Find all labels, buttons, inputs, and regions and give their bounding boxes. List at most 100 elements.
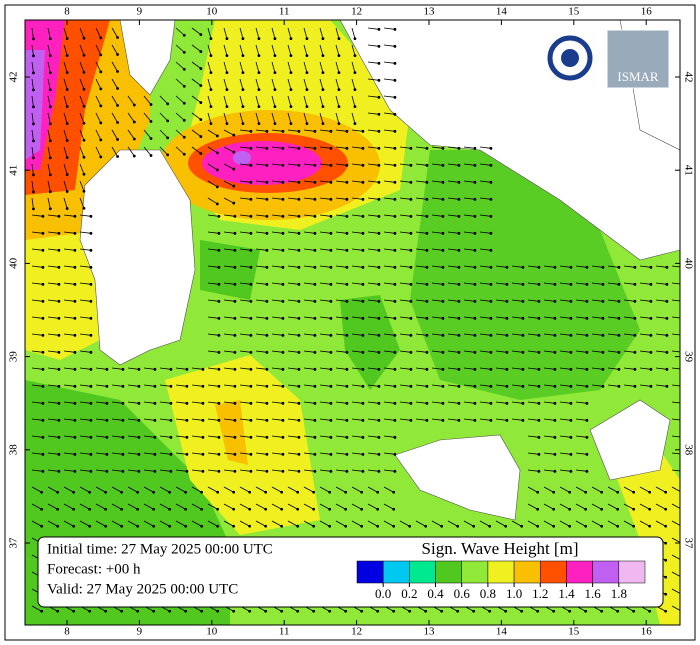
arrow-shaft [543,316,555,319]
arrow-shaft [239,401,251,404]
arrow-shaft [415,350,427,353]
arrow-shaft [223,231,235,234]
arrow-head [409,350,413,354]
arrow-shaft [383,95,395,98]
arrow-shaft [479,350,491,353]
arrow-head [149,103,153,106]
arrow-head [168,609,172,613]
arrow-head [257,54,261,57]
arrow-head [257,37,261,40]
arrow-head [182,118,186,122]
arrow-head [297,350,301,354]
arrow-head [441,163,445,167]
arrow-shaft [47,27,51,39]
arrow-head [504,524,508,528]
arrow-head [32,139,35,143]
arrow-head [201,469,205,473]
arrow-head [168,490,172,494]
arrow-head [537,418,541,422]
arrow-shaft [575,503,586,510]
arrow-head [169,469,173,473]
arrow-shaft [31,299,43,302]
arrow-shaft [143,469,155,472]
arrow-head [489,333,493,337]
arrow-shaft [399,248,411,251]
arrow-head [116,104,119,107]
arrow-head [393,469,397,473]
arrow-head [345,435,349,439]
arrow-shaft [207,231,219,234]
arrow-shaft [303,129,315,132]
arrow-head [82,172,86,176]
arrow-head [321,54,325,57]
arrow-shaft [79,112,85,124]
arrow-shaft [351,486,362,493]
arrow-shaft [479,418,491,421]
arrow-head [182,33,186,37]
arrow-head [360,507,364,511]
arrow-shaft [463,520,474,527]
arrow-head [552,507,556,511]
arrow-head [312,507,316,511]
arrow-shaft [671,554,680,560]
arrow-shaft [111,44,118,55]
arrow-shaft [271,316,283,319]
arrow-shaft [47,265,59,268]
arrow-shaft [79,469,91,472]
arrow-shaft [271,61,276,73]
arrow-head [665,316,669,320]
arrow-head [249,435,253,439]
arrow-shaft [447,180,459,183]
arrow-head [601,367,605,371]
arrow-head [232,201,236,205]
arrow-shaft [351,367,363,370]
arrow-shaft [239,163,251,166]
arrow-shaft [431,418,443,421]
arrow-shaft [95,418,107,421]
lat-label: 40 [8,257,20,269]
arrow-head [209,88,213,91]
colorbar-label: 1.6 [585,586,602,601]
arrow-head [665,333,669,337]
arrow-shaft [639,503,650,510]
arrow-shaft [655,350,667,353]
arrow-shaft [655,265,667,268]
arrow-shaft [175,486,186,493]
arrow-head [313,180,317,184]
arrow-shaft [463,214,475,217]
arrow-shaft [543,367,555,370]
arrow-head [233,282,237,286]
arrow-shaft [127,520,138,527]
arrow-head [89,418,93,422]
arrow-head [409,197,413,201]
arrow-shaft [383,520,394,527]
arrow-head [457,265,461,269]
arrow-head [553,469,557,473]
arrow-head [99,36,103,40]
arrow-head [56,507,60,511]
arrow-head [200,524,204,528]
arrow-shaft [175,520,186,527]
arrow-shaft [623,503,634,510]
arrow-head [345,214,349,218]
arrow-head [664,507,668,511]
arrow-shaft [351,248,363,251]
lon-label: 14 [496,626,508,638]
arrow-shaft [431,316,443,319]
arrow-shaft [319,316,331,319]
arrow-head [649,367,653,371]
arrow-head [377,452,381,456]
arrow-head [89,282,93,286]
arrow-shaft [639,384,651,387]
arrow-shaft [47,231,59,234]
arrow-shaft [383,469,395,472]
arrow-head [153,452,157,456]
arrow-head [313,299,317,303]
arrow-shaft [527,401,539,404]
arrow-shaft [223,316,235,319]
arrow-head [265,265,269,269]
arrow-head [73,248,77,252]
arrow-head [600,524,604,528]
arrow-shaft [79,520,90,527]
arrow-head [377,469,381,473]
